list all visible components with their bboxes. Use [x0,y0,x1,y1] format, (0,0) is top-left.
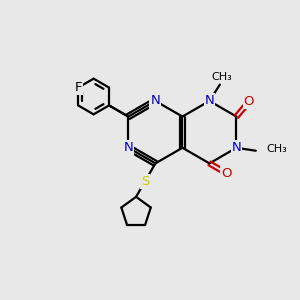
Text: N: N [124,141,133,154]
Text: O: O [244,95,254,108]
Text: F: F [74,81,82,94]
Text: N: N [205,94,214,107]
Text: N: N [151,94,160,107]
Text: O: O [221,167,231,179]
Text: CH₃: CH₃ [266,144,287,154]
Text: CH₃: CH₃ [212,72,232,82]
Text: S: S [141,175,149,188]
Text: N: N [232,141,241,154]
